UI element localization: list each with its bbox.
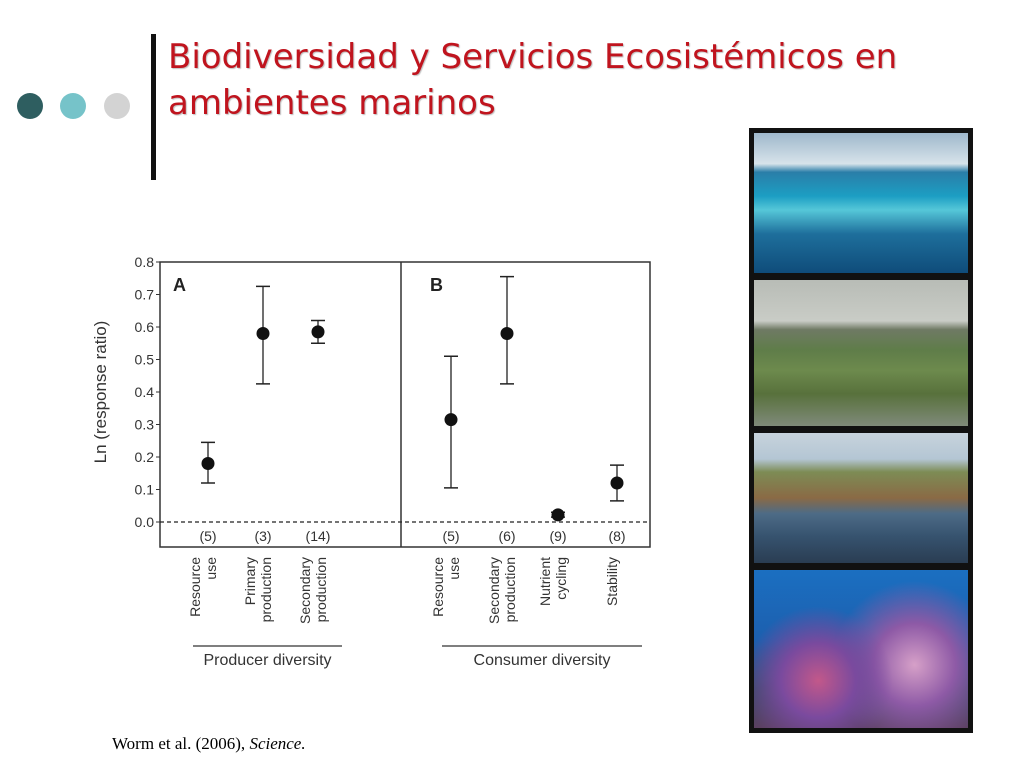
- sample-size-label: (6): [498, 528, 515, 544]
- decor-dot-gray: [104, 93, 130, 119]
- sample-size-label: (5): [199, 528, 216, 544]
- slide-title: Biodiversidad y Servicios Ecosistémicos …: [168, 37, 898, 123]
- panel-label: A: [173, 275, 186, 295]
- category-label: Secondaryproduction: [486, 557, 518, 624]
- response-ratio-chart: 0.0 0.1 0.2 0.3 0.4 0.5 0.6 0.7 0.8 Ln (response …: [91, 254, 651, 669]
- y-tick-label: 0.1: [135, 482, 155, 498]
- title-accent-bar: [151, 34, 156, 180]
- category-label: Stability: [604, 557, 620, 606]
- y-axis-label: Ln (response ratio): [91, 321, 110, 464]
- plot-frame: [159, 261, 651, 548]
- panel-label: B: [430, 275, 443, 295]
- y-tick-label: 0.5: [135, 352, 155, 368]
- sample-size-label: (5): [442, 528, 459, 544]
- decor-dot-teal: [60, 93, 86, 119]
- group-label: Producer diversity: [203, 652, 331, 669]
- category-label: Resourceuse: [430, 557, 462, 617]
- category-label: Primaryproduction: [242, 557, 274, 622]
- y-tick-label: 0.2: [135, 449, 155, 465]
- data-point: [551, 508, 565, 522]
- data-point: [444, 413, 458, 427]
- y-tick-label: 0.4: [135, 384, 155, 400]
- sample-size-label: (8): [608, 528, 625, 544]
- decor-dot-dark: [17, 93, 43, 119]
- category-label: Secondaryproduction: [297, 557, 329, 624]
- salt-marsh-photo: [754, 280, 968, 426]
- y-tick-label: 0.8: [135, 254, 155, 270]
- category-label: Resourceuse: [187, 557, 219, 617]
- data-point: [311, 325, 325, 339]
- data-point: [500, 327, 514, 340]
- rocky-coast-photo: [754, 433, 968, 563]
- y-tick-label: 0.7: [135, 287, 155, 303]
- group-label: Consumer diversity: [474, 652, 611, 669]
- sample-size-label: (14): [306, 528, 331, 544]
- coral-reef-fish-photo: [754, 570, 968, 728]
- data-point: [610, 476, 624, 490]
- citation-journal: Science.: [249, 734, 306, 753]
- y-tick-label: 0.6: [135, 319, 155, 335]
- coral-reef-aerial-photo: [754, 133, 968, 273]
- data-point: [256, 327, 270, 340]
- sample-size-label: (9): [549, 528, 566, 544]
- category-label: Nutrientcycling: [537, 557, 569, 606]
- y-tick-label: 0.0: [135, 514, 155, 530]
- sample-size-label: (3): [254, 528, 271, 544]
- photo-strip: [749, 128, 973, 733]
- citation: Worm et al. (2006), Science.: [112, 734, 306, 754]
- data-point: [201, 457, 215, 470]
- y-tick-label: 0.3: [135, 417, 155, 433]
- citation-authors: Worm et al. (2006),: [112, 734, 246, 753]
